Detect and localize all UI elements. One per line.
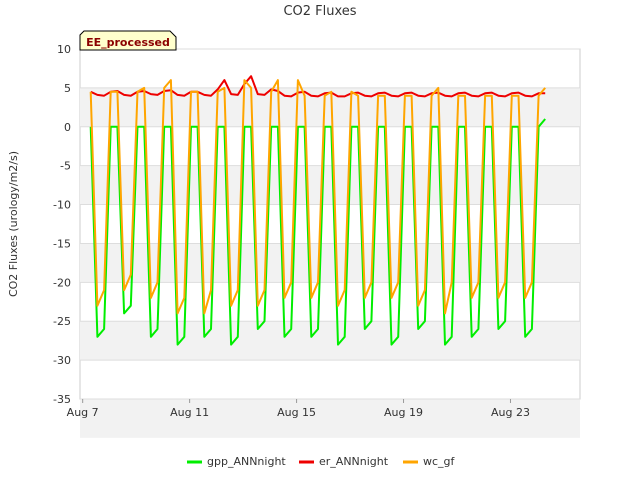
y-tick-label: -10 [53, 199, 71, 212]
x-tick-label: Aug 23 [491, 406, 530, 419]
x-tick-label: Aug 7 [67, 406, 99, 419]
y-tick-label: -15 [53, 237, 71, 250]
series-line-gpp_ANNnight [89, 118, 546, 346]
legend-label-er_ANNnight: er_ANNnight [319, 455, 389, 468]
y-axis-ticks: 10 5 0 -5 -10 -15 -20 -25 -30 -35 [53, 43, 71, 406]
y-tick-label: 5 [64, 82, 71, 95]
grid-band [80, 399, 580, 438]
legend-label-gpp_ANNnight: gpp_ANNnight [207, 455, 286, 468]
y-tick-label: -25 [53, 315, 71, 328]
y-tick-label: 10 [57, 43, 71, 56]
annotation-badge: EE_processed [79, 30, 177, 51]
series-line-er_ANNnight [90, 75, 546, 98]
y-tick-label: -30 [53, 354, 71, 367]
annotation-badge-shape [79, 30, 177, 51]
grid-band [80, 165, 580, 205]
chart-title: CO2 Fluxes [283, 4, 356, 19]
grid-band [80, 321, 580, 361]
x-tick-label: Aug 15 [277, 406, 316, 419]
y-axis-title: CO2 Fluxes (urology/m2/s) [7, 151, 20, 297]
series-line-wc_gf [89, 79, 546, 315]
x-tick-label: Aug 11 [170, 406, 209, 419]
legend-label-wc_gf: wc_gf [423, 455, 456, 468]
x-tick-label: Aug 19 [384, 406, 423, 419]
y-tick-label: -5 [60, 160, 71, 173]
y-tick-label: 0 [64, 121, 71, 134]
annotation-badge-text: EE_processed [86, 36, 170, 49]
legend: gpp_ANNnight er_ANNnight wc_gf [187, 455, 456, 468]
y-tick-label: -20 [53, 276, 71, 289]
series-lines [89, 75, 546, 346]
x-axis-ticks: Aug 7 Aug 11 Aug 15 Aug 19 Aug 23 [67, 399, 530, 419]
y-tick-label: -35 [53, 393, 71, 406]
